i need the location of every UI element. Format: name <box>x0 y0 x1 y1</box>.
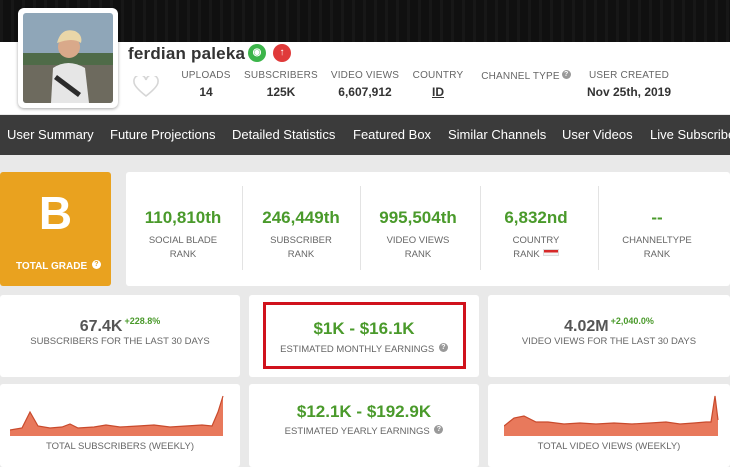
help-icon[interactable]: ? <box>434 425 444 434</box>
meta-channel-type: CHANNEL TYPE? <box>476 70 576 86</box>
arrow-up-icon[interactable]: ↑ <box>273 44 291 62</box>
yearly-earnings-label: ESTIMATED YEARLY EARNINGS <box>284 426 430 437</box>
help-icon[interactable]: ? <box>438 343 448 352</box>
monthly-earnings-card: $1K - $16.1K ESTIMATED MONTHLY EARNINGS … <box>249 295 479 377</box>
views-30-days-change: +2,040.0% <box>610 316 654 326</box>
total-subs-sparkline <box>10 395 224 436</box>
subs-30-days-label: SUBSCRIBERS FOR THE LAST 30 DAYS <box>30 336 210 347</box>
help-icon[interactable]: ? <box>561 70 571 79</box>
avatar[interactable] <box>18 8 118 108</box>
views-30-days-card: 4.02M +2,040.0% VIDEO VIEWS FOR THE LAST … <box>488 295 730 377</box>
subs-30-days-value: 67.4K <box>79 318 123 335</box>
rank-country: 6,832nd COUNTRY RANK <box>504 208 568 260</box>
meta-country: COUNTRY ID <box>410 70 466 99</box>
views-30-days-value: 4.02M <box>564 318 609 335</box>
divider <box>242 186 243 270</box>
rank-subscriber: 246,449th SUBSCRIBER RANK <box>262 208 340 260</box>
avatar-image <box>23 13 113 103</box>
nav-user-summary[interactable]: User Summary <box>7 127 94 142</box>
channel-banner <box>0 0 730 42</box>
nav-live-subscriber[interactable]: Live Subscriber <box>650 127 730 142</box>
total-views-weekly-label: TOTAL VIDEO VIEWS (WEEKLY) <box>537 441 681 452</box>
divider <box>598 186 599 270</box>
meta-uploads: UPLOADS 14 <box>181 70 231 99</box>
rank-video-views: 995,504th VIDEO VIEWS RANK <box>379 208 457 260</box>
grade-label: TOTAL GRADE ? <box>16 260 101 272</box>
total-views-weekly-card: TOTAL VIDEO VIEWS (WEEKLY) <box>488 384 730 467</box>
nav-similar-channels[interactable]: Similar Channels <box>448 127 547 142</box>
total-views-sparkline <box>504 395 719 436</box>
meta-video-views: VIDEO VIEWS 6,607,912 <box>330 70 400 99</box>
indonesia-flag-icon <box>542 249 559 256</box>
total-subs-weekly-label: TOTAL SUBSCRIBERS (WEEKLY) <box>46 441 194 452</box>
nav-featured-box[interactable]: Featured Box <box>353 127 432 142</box>
rank-card <box>126 172 730 286</box>
monthly-earnings-label: ESTIMATED MONTHLY EARNINGS <box>280 344 435 355</box>
subs-30-days-change: +228.8% <box>124 316 161 326</box>
meta-user-created: USER CREATED Nov 25th, 2019 <box>586 70 672 99</box>
yearly-earnings-card: $12.1K - $192.9K ESTIMATED YEARLY EARNIN… <box>249 384 479 467</box>
meta-subscribers: SUBSCRIBERS 125K <box>244 70 318 99</box>
profile-bar <box>0 42 730 114</box>
nav-bar: User Summary Future Projections Detailed… <box>0 115 730 155</box>
divider <box>480 186 481 270</box>
subs-30-days-card: 67.4K +228.8% SUBSCRIBERS FOR THE LAST 30… <box>0 295 240 377</box>
monthly-earnings-value: $1K - $16.1K <box>313 319 415 338</box>
grade-letter: B <box>38 187 73 239</box>
rank-channeltype: -- CHANNELTYPE RANK <box>622 208 692 260</box>
channel-name: ferdian paleka <box>128 44 246 63</box>
highlight-box <box>263 302 466 369</box>
nav-detailed-statistics[interactable]: Detailed Statistics <box>232 127 336 142</box>
total-grade-box: B TOTAL GRADE ? <box>0 172 111 286</box>
yearly-earnings-value: $12.1K - $192.9K <box>296 402 432 421</box>
total-subs-weekly-card: TOTAL SUBSCRIBERS (WEEKLY) <box>0 384 240 467</box>
nav-user-videos[interactable]: User Videos <box>562 127 633 142</box>
country-link[interactable]: ID <box>432 85 444 99</box>
heart-icon[interactable] <box>133 76 159 98</box>
help-icon[interactable]: ? <box>91 260 101 269</box>
nav-future-projections[interactable]: Future Projections <box>110 127 216 142</box>
rank-social-blade: 110,810th SOCIAL BLADE RANK <box>144 208 222 260</box>
divider <box>360 186 361 270</box>
views-30-days-label: VIDEO VIEWS FOR THE LAST 30 DAYS <box>521 336 697 347</box>
eye-icon[interactable]: ◉ <box>248 44 266 62</box>
